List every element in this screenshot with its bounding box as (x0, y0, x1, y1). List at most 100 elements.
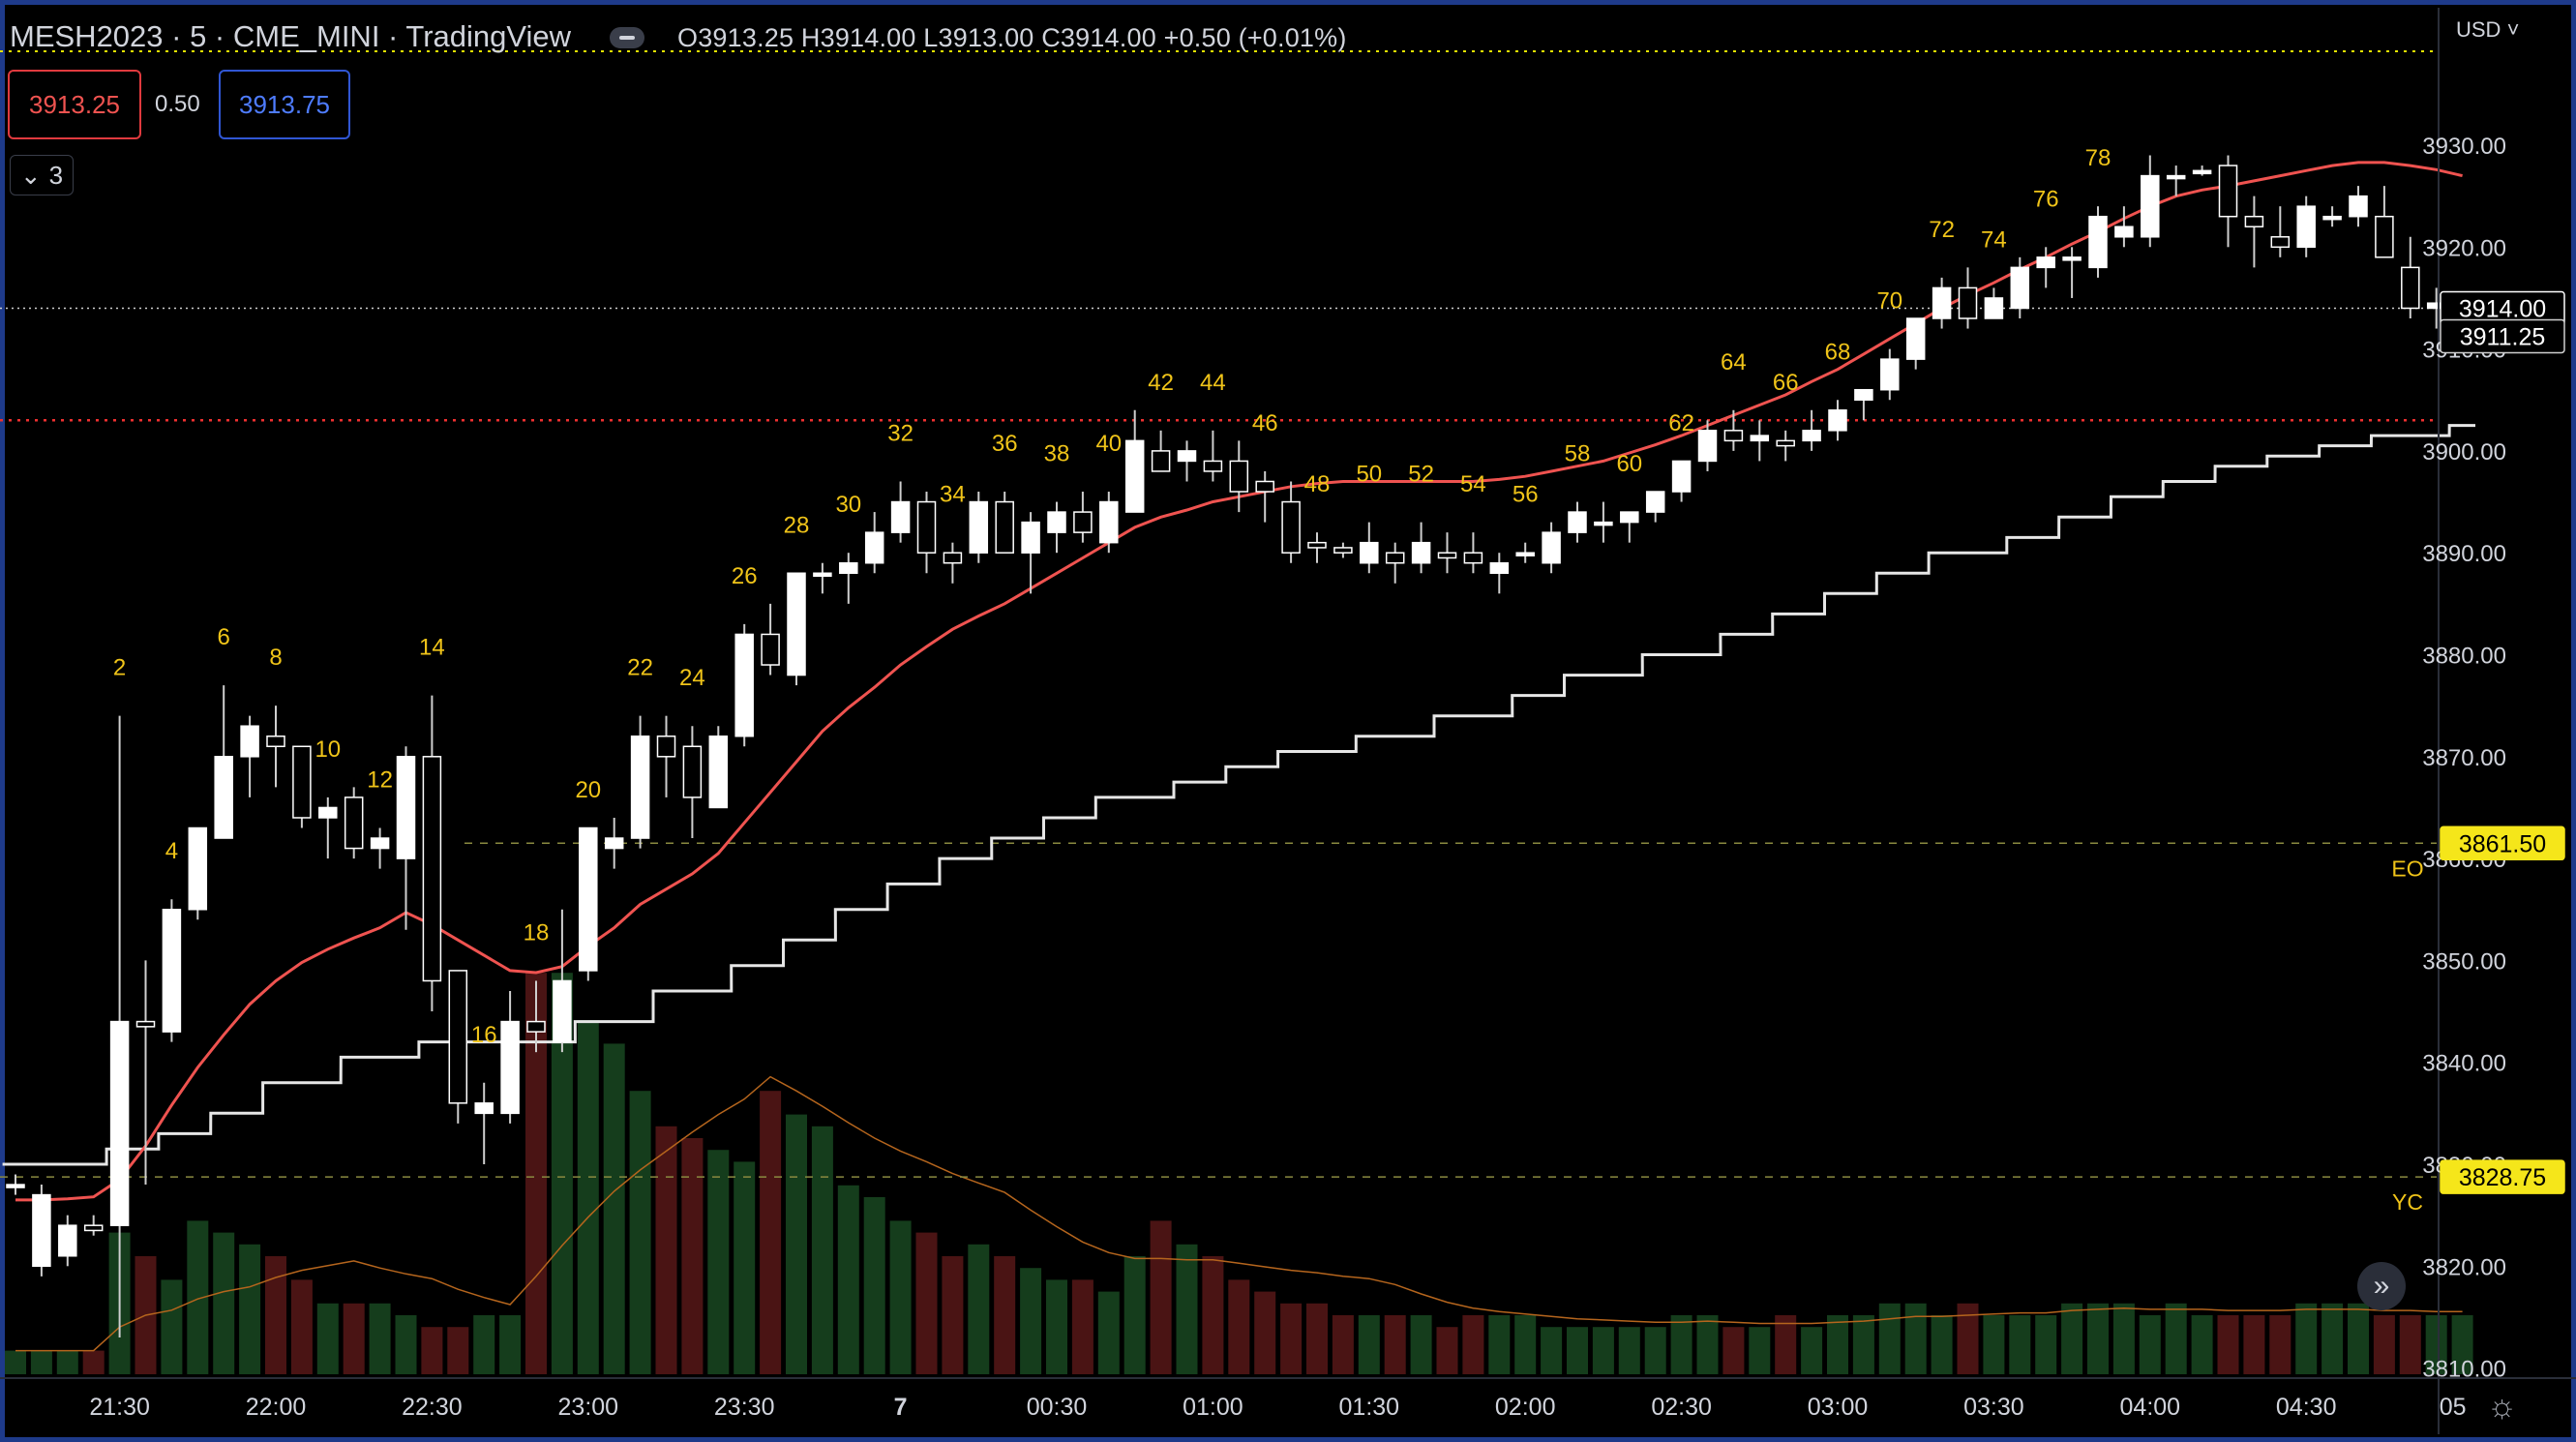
candle-down[interactable] (1437, 552, 1457, 559)
candle-up[interactable] (604, 837, 624, 850)
candle-down[interactable] (292, 745, 312, 819)
candle-up[interactable] (734, 633, 754, 737)
candle-down[interactable] (1463, 552, 1483, 564)
candle-up[interactable] (1932, 286, 1952, 319)
sell-button[interactable]: 3913.25 (8, 70, 141, 139)
candle-down[interactable] (2218, 165, 2238, 218)
candle-down[interactable] (2270, 236, 2291, 249)
candle-up[interactable] (1802, 430, 1821, 442)
candle-down[interactable] (1229, 460, 1249, 493)
candle-up[interactable] (318, 806, 338, 819)
candle-up[interactable] (1620, 511, 1639, 524)
candles-layer[interactable] (6, 155, 2472, 1338)
candle-down[interactable] (1307, 541, 1327, 549)
candle-up[interactable] (2296, 205, 2316, 249)
candle-down[interactable] (2401, 266, 2420, 310)
scroll-to-realtime-button[interactable]: » (2357, 1262, 2406, 1310)
candle-up[interactable] (839, 561, 858, 575)
candle-up[interactable] (1750, 435, 1770, 442)
candle-down[interactable] (682, 745, 703, 798)
candle-up[interactable] (890, 500, 911, 533)
candle-up[interactable] (474, 1102, 494, 1115)
indicators-toggle[interactable]: ⌄ 3 (10, 155, 74, 195)
candle-up[interactable] (787, 572, 806, 676)
buy-button[interactable]: 3913.75 (219, 70, 350, 139)
candle-down[interactable] (1255, 480, 1274, 493)
candle-down[interactable] (1958, 286, 1978, 319)
candle-down[interactable] (448, 970, 468, 1104)
candle-up[interactable] (500, 1020, 520, 1115)
candle-up[interactable] (1124, 439, 1145, 513)
candle-down[interactable] (1203, 460, 1223, 472)
candle-up[interactable] (1905, 317, 1926, 360)
candle-up[interactable] (1984, 297, 2004, 319)
candle-up[interactable] (708, 735, 729, 809)
candle-up[interactable] (2322, 215, 2342, 221)
candle-down[interactable] (266, 735, 285, 748)
candle-up[interactable] (214, 756, 233, 839)
candle-up[interactable] (240, 725, 259, 758)
candle-down[interactable] (83, 1224, 104, 1232)
candle-up[interactable] (1568, 511, 1587, 533)
candle-up[interactable] (1697, 430, 1718, 463)
candle-up[interactable] (32, 1193, 51, 1268)
candle-up[interactable] (2088, 215, 2108, 269)
candle-up[interactable] (579, 826, 598, 972)
candle-up[interactable] (1671, 460, 1692, 493)
candle-down[interactable] (916, 500, 937, 554)
candle-up[interactable] (1177, 450, 1197, 463)
price-axis[interactable]: 3810.003820.003830.003840.003850.003860.… (2391, 8, 2565, 1434)
candle-down[interactable] (1281, 500, 1301, 554)
candle-up[interactable] (864, 531, 884, 564)
candle-up[interactable] (6, 1184, 25, 1188)
candle-up[interactable] (1542, 531, 1561, 564)
candle-down[interactable] (1073, 511, 1093, 533)
candle-up[interactable] (1021, 521, 1040, 554)
candle-up[interactable] (1515, 552, 1535, 556)
candle-up[interactable] (630, 735, 650, 839)
candle-up[interactable] (2349, 195, 2368, 218)
candle-up[interactable] (2010, 266, 2030, 310)
candle-down[interactable] (1333, 547, 1353, 554)
candle-up[interactable] (1828, 409, 1847, 432)
currency-selector[interactable]: USD ˅ (2456, 17, 2519, 43)
settings-icon[interactable]: ☼ (2487, 1388, 2518, 1425)
candle-up[interactable] (1594, 521, 1613, 526)
candle-down[interactable] (526, 1020, 546, 1033)
candle-up[interactable] (969, 500, 989, 554)
candle-down[interactable] (2375, 215, 2394, 258)
candle-down[interactable] (761, 633, 780, 666)
candle-down[interactable] (995, 500, 1014, 554)
candle-up[interactable] (2192, 169, 2212, 175)
candle-down[interactable] (1723, 430, 1744, 442)
candle-up[interactable] (1099, 500, 1119, 544)
candle-down[interactable] (1151, 450, 1171, 472)
candle-up[interactable] (1360, 541, 1379, 564)
legend-collapse-button[interactable] (610, 27, 644, 48)
candle-up[interactable] (1411, 541, 1431, 564)
candle-down[interactable] (1385, 552, 1405, 564)
candle-up[interactable] (2166, 174, 2186, 180)
candle-down[interactable] (943, 552, 963, 564)
candle-up[interactable] (1880, 358, 1900, 391)
candle-down[interactable] (1776, 439, 1795, 447)
candle-up[interactable] (58, 1224, 77, 1257)
candle-down[interactable] (344, 796, 364, 850)
candle-up[interactable] (396, 756, 416, 859)
candle-up[interactable] (2141, 174, 2160, 238)
candle-up[interactable] (1854, 388, 1873, 402)
candle-up[interactable] (553, 979, 572, 1043)
candle-up[interactable] (813, 572, 832, 578)
candle-up[interactable] (1489, 561, 1510, 575)
candle-up[interactable] (2114, 225, 2134, 238)
candle-up[interactable] (188, 826, 208, 911)
candle-up[interactable] (2062, 256, 2082, 261)
candle-up[interactable] (162, 909, 182, 1033)
candle-down[interactable] (2244, 215, 2264, 227)
candle-up[interactable] (1645, 491, 1665, 513)
candle-up[interactable] (370, 837, 390, 850)
candle-down[interactable] (135, 1020, 156, 1028)
candle-down[interactable] (656, 735, 676, 758)
candle-down[interactable] (422, 756, 442, 982)
